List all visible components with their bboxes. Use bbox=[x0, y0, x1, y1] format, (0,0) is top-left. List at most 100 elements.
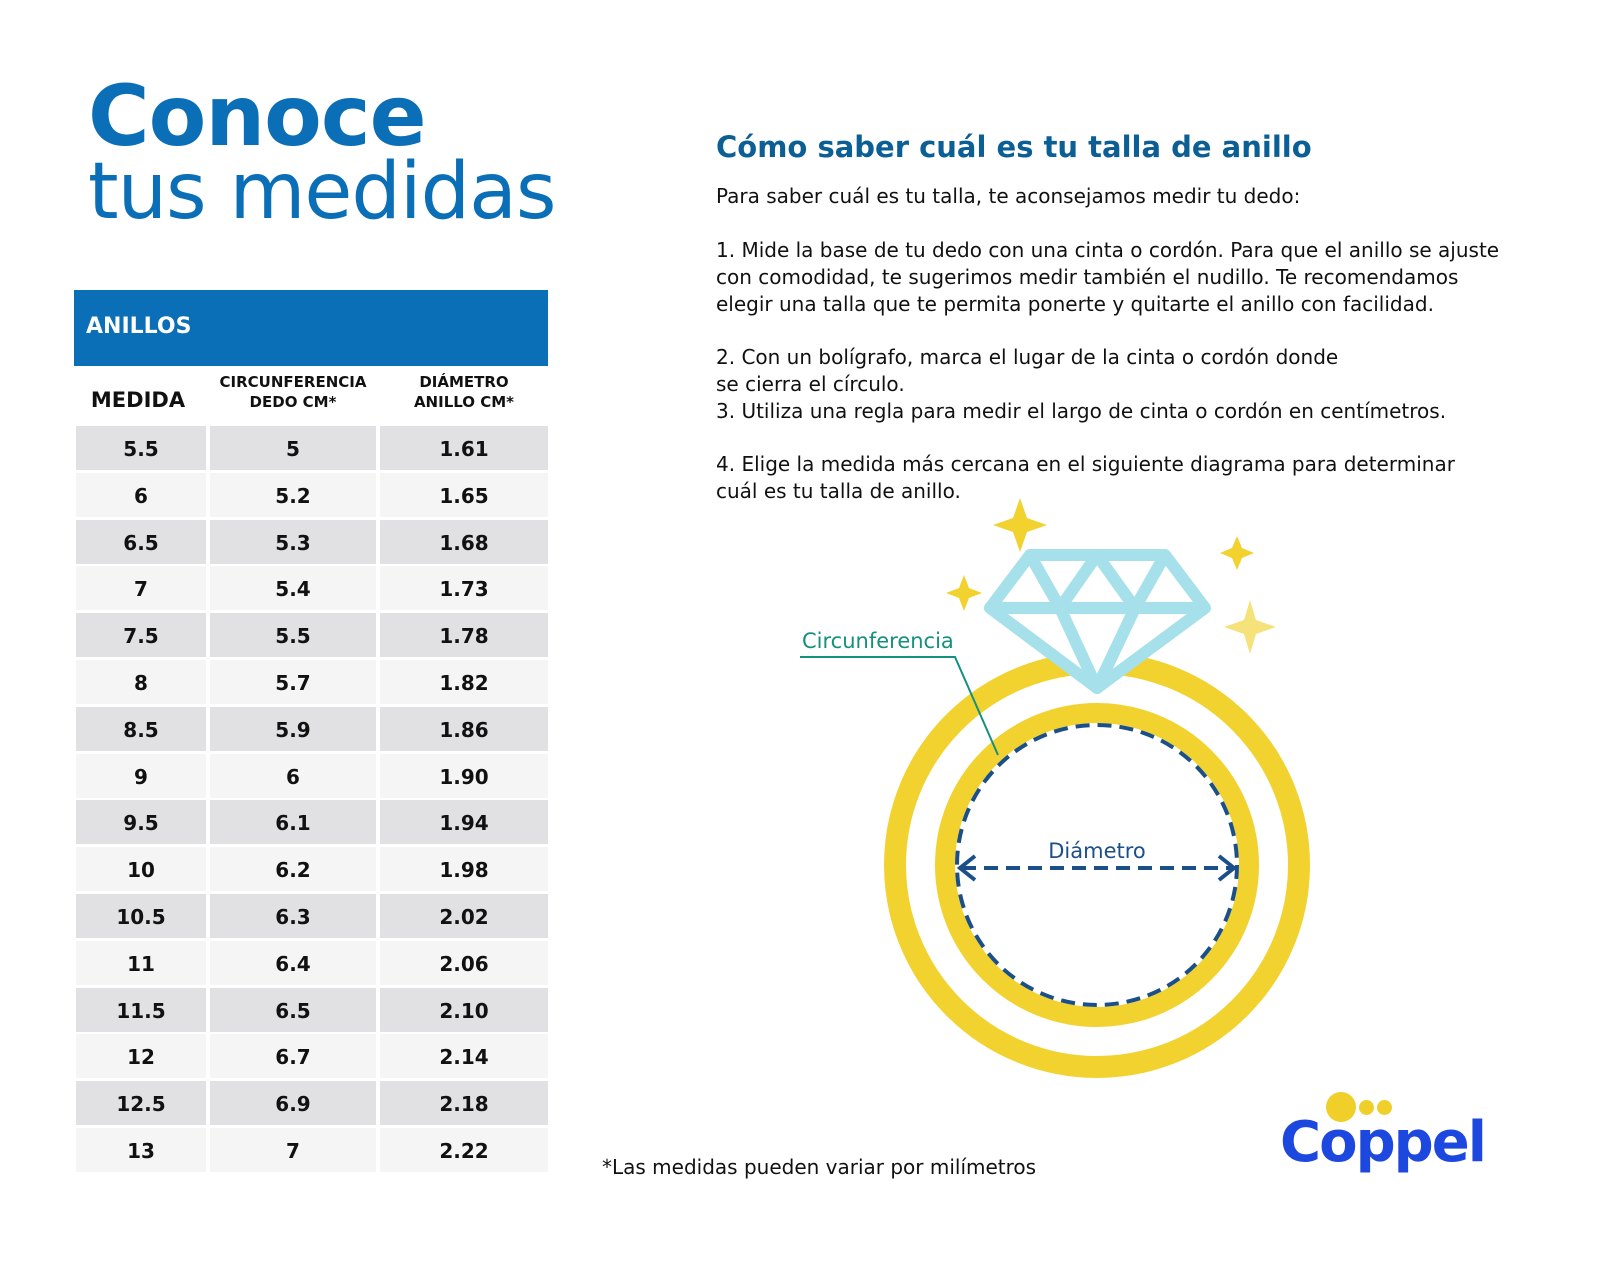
cell-medida: 12.5 bbox=[76, 1081, 206, 1126]
sparkle-icon bbox=[993, 498, 1047, 552]
logo-dot bbox=[1326, 1092, 1356, 1122]
cell-circunferencia: 5.9 bbox=[210, 706, 376, 751]
cell-diametro: 1.78 bbox=[380, 613, 548, 658]
diameter-arrow bbox=[956, 854, 1238, 882]
table-row: 5.5 5 1.61 bbox=[76, 426, 548, 470]
circumference-label: Circunferencia bbox=[802, 629, 954, 653]
instruction-step-3: 3. Utiliza una regla para medir el largo… bbox=[716, 399, 1447, 423]
cell-medida: 8 bbox=[76, 660, 206, 704]
instructions-heading: Cómo saber cuál es tu talla de anillo bbox=[716, 130, 1312, 164]
cell-diametro: 2.18 bbox=[380, 1081, 548, 1126]
cell-circunferencia: 6.5 bbox=[210, 987, 376, 1032]
header-line: DEDO CM* bbox=[249, 393, 337, 411]
logo-dot bbox=[1377, 1100, 1392, 1115]
cell-diametro: 1.61 bbox=[380, 426, 548, 470]
cell-diametro: 1.86 bbox=[380, 706, 548, 751]
cell-diametro: 1.68 bbox=[380, 519, 548, 564]
title-line-1: Conoce bbox=[88, 67, 427, 165]
table-row: 7 5.4 1.73 bbox=[76, 566, 548, 611]
table-row: 9.5 6.1 1.94 bbox=[76, 800, 548, 845]
cell-circunferencia: 6.1 bbox=[210, 800, 376, 845]
cell-diametro: 1.94 bbox=[380, 800, 548, 845]
table-row: 11.5 6.5 2.10 bbox=[76, 987, 548, 1032]
table-row: 9 6 1.90 bbox=[76, 753, 548, 798]
cell-medida: 8.5 bbox=[76, 706, 206, 751]
instruction-step-4: 4. Elige la medida más cercana en el sig… bbox=[716, 452, 1455, 503]
header-line: DIÁMETRO bbox=[419, 373, 509, 391]
sparkle-icon bbox=[1224, 600, 1276, 654]
instruction-step-1: 1. Mide la base de tu dedo con una cinta… bbox=[716, 238, 1500, 316]
cell-circunferencia: 5.4 bbox=[210, 566, 376, 611]
column-header-medida: MEDIDA bbox=[90, 388, 186, 412]
cell-medida: 7 bbox=[76, 566, 206, 611]
coppel-logo: Coppel bbox=[1280, 1092, 1487, 1182]
table-row: 6 5.2 1.65 bbox=[76, 472, 548, 517]
cell-diametro: 1.98 bbox=[380, 847, 548, 892]
table-row: 12 6.7 2.14 bbox=[76, 1034, 548, 1079]
table-row: 10 6.2 1.98 bbox=[76, 847, 548, 892]
cell-circunferencia: 6 bbox=[210, 753, 376, 798]
table-row: 8.5 5.9 1.86 bbox=[76, 706, 548, 751]
cell-diametro: 2.06 bbox=[380, 940, 548, 985]
cell-diametro: 1.73 bbox=[380, 566, 548, 611]
sparkle-icon bbox=[946, 575, 982, 611]
table-row: 12.5 6.9 2.18 bbox=[76, 1081, 548, 1126]
cell-medida: 9 bbox=[76, 753, 206, 798]
cell-circunferencia: 7 bbox=[210, 1128, 376, 1172]
diameter-label: Diámetro bbox=[1048, 839, 1146, 863]
cell-medida: 6 bbox=[76, 472, 206, 517]
cell-medida: 5.5 bbox=[76, 426, 206, 470]
logo-wordmark: Coppel bbox=[1280, 1110, 1487, 1175]
sparkle-icon bbox=[1220, 536, 1254, 570]
cell-medida: 9.5 bbox=[76, 800, 206, 845]
cell-medida: 7.5 bbox=[76, 613, 206, 658]
table-row: 8 5.7 1.82 bbox=[76, 660, 548, 704]
cell-circunferencia: 6.9 bbox=[210, 1081, 376, 1126]
cell-circunferencia: 5.5 bbox=[210, 613, 376, 658]
cell-diametro: 2.10 bbox=[380, 987, 548, 1032]
instruction-step-2: 2. Con un bolígrafo, marca el lugar de l… bbox=[716, 345, 1339, 396]
header-line: CIRCUNFERENCIA bbox=[219, 373, 367, 391]
table-caption: ANILLOS bbox=[86, 314, 192, 339]
cell-diametro: 1.65 bbox=[380, 472, 548, 517]
circumference-dashed-circle bbox=[955, 723, 1239, 1007]
cell-medida: 11.5 bbox=[76, 987, 206, 1032]
cell-diametro: 2.14 bbox=[380, 1034, 548, 1079]
cell-medida: 12 bbox=[76, 1034, 206, 1079]
cell-diametro: 2.22 bbox=[380, 1128, 548, 1172]
table-row: 6.5 5.3 1.68 bbox=[76, 519, 548, 564]
logo-dot bbox=[1359, 1100, 1374, 1115]
column-header-circunferencia: CIRCUNFERENCIA DEDO CM* bbox=[210, 372, 376, 412]
table-caption-bar: ANILLOS bbox=[74, 290, 548, 366]
instructions-intro: Para saber cuál es tu talla, te aconseja… bbox=[716, 184, 1301, 208]
cell-diametro: 1.90 bbox=[380, 753, 548, 798]
circumference-leader-line bbox=[800, 656, 999, 756]
cell-diametro: 1.82 bbox=[380, 660, 548, 704]
cell-medida: 13 bbox=[76, 1128, 206, 1172]
cell-diametro: 2.02 bbox=[380, 894, 548, 938]
cell-circunferencia: 6.7 bbox=[210, 1034, 376, 1079]
table-row: 7.5 5.5 1.78 bbox=[76, 613, 548, 658]
cell-medida: 10 bbox=[76, 847, 206, 892]
cell-circunferencia: 6.2 bbox=[210, 847, 376, 892]
column-header-diametro: DIÁMETRO ANILLO CM* bbox=[380, 372, 548, 412]
cell-circunferencia: 5.7 bbox=[210, 660, 376, 704]
diamond-icon bbox=[984, 549, 1211, 694]
cell-medida: 11 bbox=[76, 940, 206, 985]
table-row: 11 6.4 2.06 bbox=[76, 940, 548, 985]
title-line-2: tus medidas bbox=[88, 147, 557, 237]
table-row: 13 7 2.22 bbox=[76, 1128, 548, 1172]
cell-circunferencia: 5 bbox=[210, 426, 376, 470]
cell-circunferencia: 6.4 bbox=[210, 940, 376, 985]
header-line: ANILLO CM* bbox=[413, 393, 515, 411]
cell-medida: 10.5 bbox=[76, 894, 206, 938]
cell-circunferencia: 5.2 bbox=[210, 472, 376, 517]
sparkle-icons bbox=[946, 498, 1276, 654]
table-row: 10.5 6.3 2.02 bbox=[76, 894, 548, 938]
cell-medida: 6.5 bbox=[76, 519, 206, 564]
cell-circunferencia: 6.3 bbox=[210, 894, 376, 938]
cell-circunferencia: 5.3 bbox=[210, 519, 376, 564]
footnote: *Las medidas pueden variar por milímetro… bbox=[602, 1155, 1037, 1179]
